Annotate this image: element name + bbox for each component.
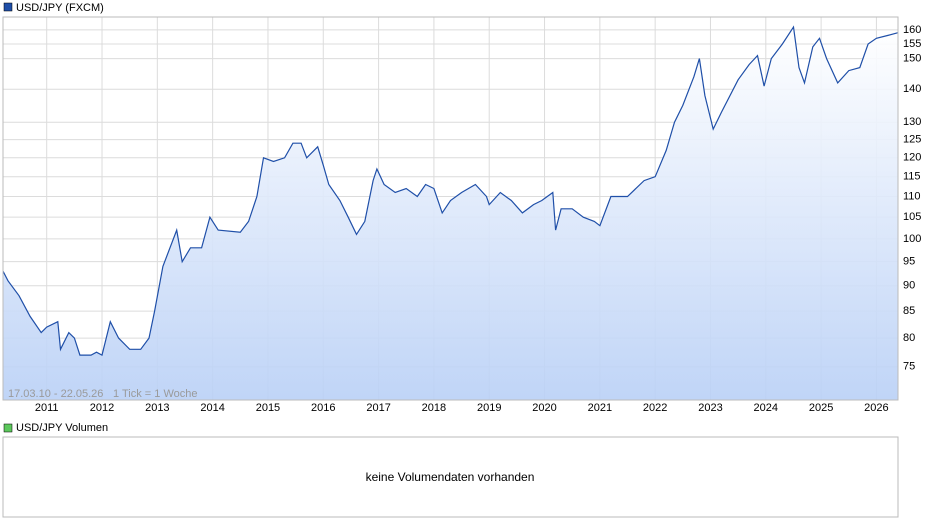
range-label: 17.03.10 - 22.05.26: [8, 388, 103, 400]
volume-title: USD/JPY Volumen: [16, 422, 108, 434]
price-line: [2, 25, 899, 356]
plot-frame: [2, 16, 899, 401]
y-tick-label: 155: [903, 38, 921, 50]
x-tick-label: 2016: [311, 402, 335, 414]
y-tick-label: 160: [903, 24, 921, 36]
x-tick-label: 2020: [532, 402, 556, 414]
y-tick-label: 125: [903, 134, 921, 146]
y-tick-label: 140: [903, 83, 921, 95]
tick-info: 1 Tick = 1 Woche: [113, 388, 197, 400]
y-tick-label: 95: [903, 256, 915, 268]
x-tick-label: 2021: [588, 402, 612, 414]
x-tick-label: 2026: [864, 402, 888, 414]
y-tick-label: 85: [903, 305, 915, 317]
y-tick-label: 100: [903, 233, 921, 245]
legend-label: USD/JPY (FXCM): [16, 2, 104, 14]
x-tick-label: 2023: [698, 402, 722, 414]
x-tick-label: 2024: [754, 402, 778, 414]
y-tick-label: 105: [903, 211, 921, 223]
x-tick-label: 2017: [366, 402, 390, 414]
x-tick-label: 2012: [90, 402, 114, 414]
y-tick-label: 120: [903, 152, 921, 164]
x-tick-label: 2015: [256, 402, 280, 414]
y-tick-label: 115: [903, 171, 921, 183]
x-tick-label: 2019: [477, 402, 501, 414]
x-tick-label: 2014: [200, 402, 224, 414]
volume-swatch: [3, 423, 13, 433]
y-tick-label: 110: [903, 190, 921, 202]
plot-area: [2, 17, 899, 400]
x-tick-label: 2025: [809, 402, 833, 414]
x-tick-label: 2011: [35, 402, 59, 414]
y-tick-label: 80: [903, 332, 915, 344]
area-fill: [3, 27, 898, 400]
x-tick-label: 2018: [422, 402, 446, 414]
x-tick-label: 2013: [145, 402, 169, 414]
y-tick-label: 150: [903, 52, 921, 64]
y-tick-label: 90: [903, 280, 915, 292]
legend-swatch: [3, 2, 13, 12]
y-tick-label: 75: [903, 361, 915, 373]
x-tick-label: 2022: [643, 402, 667, 414]
volume-message: keine Volumendaten vorhanden: [366, 470, 535, 484]
volume-frame: [2, 436, 899, 518]
y-tick-label: 130: [903, 116, 921, 128]
